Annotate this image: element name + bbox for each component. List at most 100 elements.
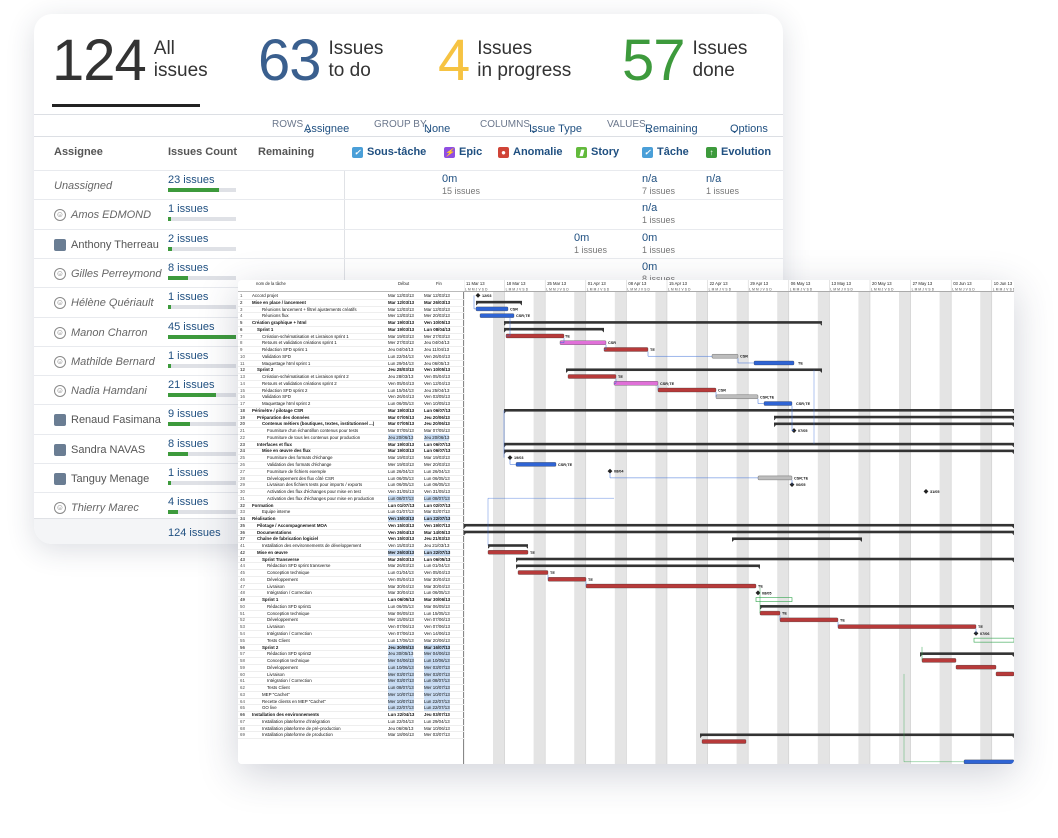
issues-count-link[interactable]: 2 issues xyxy=(168,232,209,245)
assignee-cell[interactable]: ☺ Hélène Quériault xyxy=(54,297,154,310)
issues-count-link[interactable]: 1 issues xyxy=(168,349,209,362)
gantt-task-row[interactable]: 54 Intégration / Correction Ven 07/06/13 Ve… xyxy=(238,630,464,638)
stat-done[interactable]: 57 Issues done xyxy=(622,32,747,90)
header-issues-count[interactable]: Issues Count xyxy=(168,146,238,158)
issues-count-link[interactable]: 23 issues xyxy=(168,174,215,186)
gantt-task-row[interactable]: 5 Création graphique + html Mar 19/03/13 Ve… xyxy=(238,319,464,327)
gantt-task-row[interactable]: 48 Intégration / Correction Mar 30/04/13 Lu… xyxy=(238,589,464,598)
gantt-task-row[interactable]: 57 Rédaction SFD sprint2 Jeu 30/05/13 Mer 0… xyxy=(238,650,464,659)
gantt-task-row[interactable]: 42 Mise en œuvre Mer 26/03/13 Lun 22/07/13 xyxy=(238,548,464,557)
gantt-task-row[interactable]: 14 Retours et validation créations sprint… xyxy=(238,380,464,388)
gantt-task-row[interactable]: 12 Sprint 2 Jeu 28/03/13 Ven 10/05/13 xyxy=(238,366,464,375)
issues-count-link[interactable]: 45 issues xyxy=(168,320,215,333)
gantt-task-row[interactable]: 46 Développement Ven 05/04/13 Mar 30/04/13 xyxy=(238,576,464,584)
issues-count-link[interactable]: 21 issues xyxy=(168,379,215,392)
gantt-task-row[interactable]: 20 Contenus métiers (boutiques, textes, i… xyxy=(238,420,464,429)
gantt-task-row[interactable]: 55 Tests Client Lun 17/06/13 Mar 20/06/13 xyxy=(238,637,464,645)
header-assignee[interactable]: Assignee xyxy=(54,146,103,158)
issues-count-link[interactable]: 1 issues xyxy=(168,203,209,216)
gantt-task-row[interactable]: 35 Pilotage / Accompagnement MOA Ven 15/03… xyxy=(238,522,464,530)
gantt-task-row[interactable]: 25 Fourniture des formats d'échange Mar 19… xyxy=(238,454,464,463)
gantt-task-row[interactable]: 18 Périmètre / pilotage CSR Mar 19/03/13 Lu… xyxy=(238,407,464,415)
remaining-cell[interactable]: 0m 15 issues xyxy=(442,173,481,197)
header-anomalie[interactable]: ● Anomalie xyxy=(498,146,563,158)
issues-count-link[interactable]: 1 issues xyxy=(168,467,209,479)
gantt-task-row[interactable]: 59 Développement Lun 10/06/13 Mer 03/07/13 xyxy=(238,663,464,672)
gantt-task-row[interactable]: 6 Sprint 1 Mar 19/03/13 Lun 08/04/13 xyxy=(238,326,464,334)
gantt-task-row[interactable]: 16 Validation SFD Ven 26/04/13 Ven 03/05/13 xyxy=(238,393,464,402)
assignee-cell[interactable]: Tanguy Menage xyxy=(54,473,149,485)
issues-count-link[interactable]: 8 issues xyxy=(168,261,209,274)
remaining-cell[interactable]: n/a 1 issues xyxy=(642,202,676,226)
gantt-task-row[interactable]: 41 Installation des environnements de dév… xyxy=(238,542,464,550)
header-evolution[interactable]: ↑ Evolution xyxy=(706,146,771,158)
gantt-task-row[interactable]: 10 Validation SFD Lun 22/04/13 Ven 26/04/13 xyxy=(238,353,464,361)
gantt-task-row[interactable]: 43 Sprint Transverse Mar 26/03/13 Lun 06/05… xyxy=(238,556,464,564)
gantt-task-row[interactable]: 2 Mise en place / lancement Mar 12/03/13 Ma… xyxy=(238,299,464,307)
gantt-task-row[interactable]: 13 Création-schématisation et Livraison s… xyxy=(238,373,464,381)
gantt-task-row[interactable]: 66 Installation des environnements Lun 22/… xyxy=(238,711,464,719)
gantt-task-row[interactable]: 7 Création-schématisation et Livraison sp… xyxy=(238,333,464,341)
gantt-task-row[interactable]: 4 Réunions flux Mer 13/03/13 Mer 20/03/13 xyxy=(238,312,464,321)
gantt-task-row[interactable]: 45 Conception technique Lun 01/04/13 Ven 05… xyxy=(238,569,464,577)
gantt-task-row[interactable]: 1 Accord projet Mar 12/03/13 Mar 12/03/13 xyxy=(238,292,464,300)
gantt-task-row[interactable]: 36 Documentations Ven 26/04/13 Mar 14/05/13 xyxy=(238,529,464,537)
issues-count-link[interactable]: 9 issues xyxy=(168,408,209,421)
assignee-cell[interactable]: Unassigned xyxy=(54,180,112,192)
assignee-cell[interactable]: ☺ Manon Charron xyxy=(54,326,147,339)
assignee-cell[interactable]: Renaud Fasimana xyxy=(54,414,161,427)
gantt-task-row[interactable]: 58 Conception technique Mer 04/06/13 Lun 10… xyxy=(238,657,464,665)
issues-count-link[interactable]: 4 issues xyxy=(168,496,209,509)
gantt-task-row[interactable]: 17 Maquettage html sprint 2 Lun 06/05/13 Ve… xyxy=(238,400,464,408)
assignee-cell[interactable]: ☺ Gilles Perreymond xyxy=(54,267,161,280)
gantt-task-row[interactable]: 9 Rédaction SFD sprint 1 Jeu 04/04/13 Jeu 1… xyxy=(238,346,464,354)
header-story[interactable]: ▮ Story xyxy=(576,146,619,158)
gantt-task-row[interactable]: 50 Rédaction SFD sprint1 Lun 06/05/13 Mar 0… xyxy=(238,603,464,611)
remaining-cell[interactable]: n/a 7 issues xyxy=(642,173,676,197)
assignee-cell[interactable]: ☺ Nadia Hamdani xyxy=(54,385,147,398)
gantt-task-row[interactable]: 30 Activation des flux d'échanges pour mi… xyxy=(238,488,464,496)
gantt-task-row[interactable]: 44 Rédaction SFD sprint transverse Mar 26/… xyxy=(238,562,464,571)
remaining-cell[interactable]: 0m 1 issues xyxy=(574,231,608,255)
gantt-task-row[interactable]: 24 Mise en œuvre des flux Mar 19/03/13 Lun … xyxy=(238,447,464,456)
gantt-task-row[interactable]: 32 Formation Lun 01/07/13 Lun 02/07/13 xyxy=(238,502,464,510)
gantt-task-row[interactable]: 33 Equipe interne Lun 01/07/13 Mar 02/07/13 xyxy=(238,508,464,517)
stat-to-do[interactable]: 63 Issues to do xyxy=(258,32,383,90)
gantt-task-row[interactable]: 26 Validation des formats d'échange Mer 19… xyxy=(238,461,464,469)
gantt-task-row[interactable]: 3 Réunions lancement + filtrel ajustement… xyxy=(238,306,464,314)
stat-in-progress[interactable]: 4 Issues in progress xyxy=(438,32,571,90)
gantt-task-row[interactable]: 15 Rédaction SFD sprint 2 Lun 15/04/13 Jeu … xyxy=(238,387,464,395)
assignee-cell[interactable]: ☺ Amos EDMOND xyxy=(54,209,151,222)
gantt-task-row[interactable]: 49 Sprint 1 Lun 06/05/13 Mar 30/06/13 xyxy=(238,596,464,604)
remaining-cell[interactable]: 0m 1 issues xyxy=(642,231,676,255)
gantt-task-row[interactable]: 34 Réalisation Ven 15/03/13 Lun 22/07/13 xyxy=(238,515,464,523)
gantt-task-row[interactable]: 68 Installation plateforme de pré-product… xyxy=(238,725,464,733)
gantt-task-row[interactable]: 23 Interfaces et flux Mar 19/03/13 Lun 06/0… xyxy=(238,441,464,449)
assignee-cell[interactable]: Sandra NAVAS xyxy=(54,443,145,456)
gantt-task-row[interactable]: 19 Préparation des données Mar 07/05/13 Jeu… xyxy=(238,414,464,422)
gantt-task-row[interactable]: 60 Livraison Mer 03/07/13 Mer 03/07/13 xyxy=(238,670,464,679)
remaining-cell[interactable]: n/a 1 issues xyxy=(706,173,740,197)
stat-all-issues[interactable]: 124 All issues xyxy=(52,32,208,90)
gantt-task-row[interactable]: 64 Recette clients en MEP "Cachet" Mer 10/… xyxy=(238,697,464,706)
header-sous-tache[interactable]: ✓ Sous-tâche xyxy=(352,146,426,158)
gantt-task-row[interactable]: 29 Livraison des fichiers tests pour impo… xyxy=(238,481,464,490)
issues-count-link[interactable]: 1 issues xyxy=(168,291,209,304)
assignee-cell[interactable]: ☺ Thierry Marec xyxy=(54,502,139,515)
gantt-task-row[interactable]: 22 Fourniture de tous les contenus pour p… xyxy=(238,433,464,442)
gantt-task-row[interactable]: 31 Activation des flux d'échanges pour mi… xyxy=(238,494,464,503)
gantt-task-row[interactable]: 8 Retours et validation créations sprint … xyxy=(238,339,464,348)
assignee-cell[interactable]: Anthony Therreau xyxy=(54,238,159,251)
gantt-task-row[interactable]: 62 Tests Client Lun 08/07/13 Mer 10/07/13 xyxy=(238,684,464,692)
gantt-task-row[interactable]: 51 Conception technique Mar 06/05/13 Lun 15… xyxy=(238,610,464,618)
gantt-task-row[interactable]: 53 Livraison Ven 07/06/13 Ven 07/06/13 xyxy=(238,623,464,632)
gantt-task-row[interactable]: 65 GO live Lun 22/07/13 Lun 22/07/13 xyxy=(238,704,464,713)
header-remaining[interactable]: Remaining xyxy=(258,146,315,158)
gantt-task-row[interactable]: 37 Chaîne de fabrication logiciel Ven 15/0… xyxy=(238,535,464,544)
gantt-task-row[interactable]: 11 Maquettage html sprint 1 Lun 29/04/13 Je… xyxy=(238,360,464,368)
assignee-cell[interactable]: ☺ Mathilde Bernard xyxy=(54,355,155,368)
gantt-task-row[interactable]: 67 Installation plateforme d'intégration L… xyxy=(238,718,464,726)
issues-count-link[interactable]: 8 issues xyxy=(168,437,209,450)
gantt-task-row[interactable]: 47 Livraison Mar 30/04/13 Mar 30/04/13 xyxy=(238,583,464,591)
gantt-task-row[interactable]: 63 MEP "Cachet" Mer 10/07/13 Mer 10/07/13 xyxy=(238,690,464,699)
